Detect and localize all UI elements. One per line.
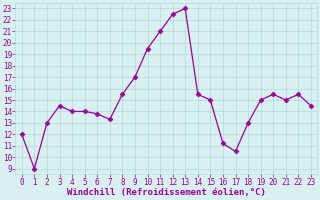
X-axis label: Windchill (Refroidissement éolien,°C): Windchill (Refroidissement éolien,°C)	[67, 188, 266, 197]
